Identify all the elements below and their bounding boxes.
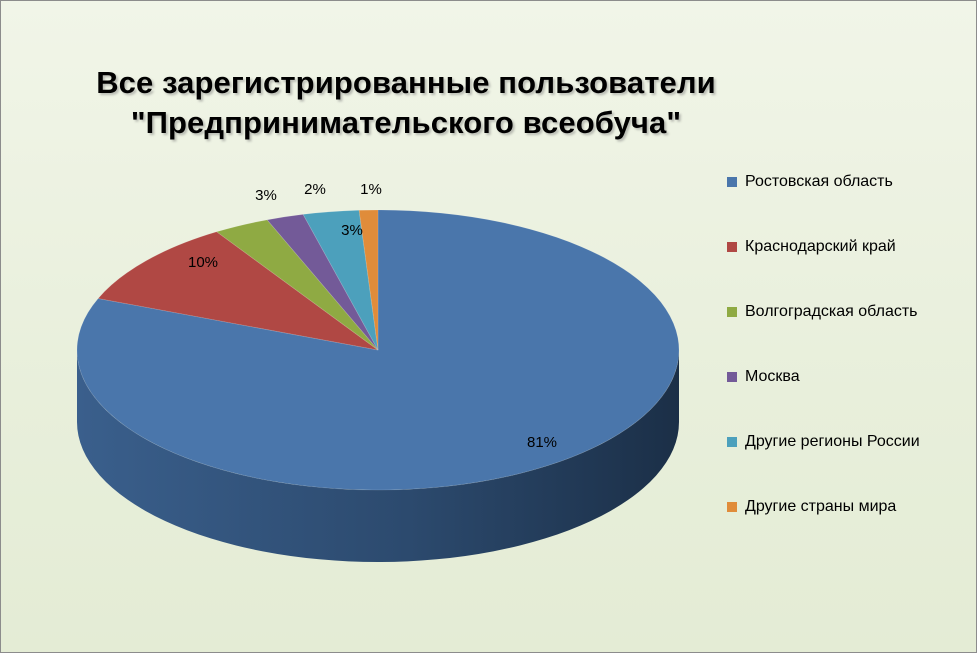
pie-slice xyxy=(302,209,379,351)
legend-label: Москва xyxy=(745,368,800,385)
legend-item: Москва xyxy=(727,368,972,433)
pie-data-label: 1% xyxy=(360,181,382,198)
legend-swatch xyxy=(727,177,737,187)
legend-swatch xyxy=(727,502,737,512)
pie-data-label: 10% xyxy=(188,254,218,271)
legend-swatch xyxy=(727,372,737,382)
pie-slice xyxy=(358,209,379,351)
pie-data-label: 3% xyxy=(255,187,277,204)
pie-sides xyxy=(77,350,679,562)
legend-item: Другие страны мира xyxy=(727,498,972,563)
pie-slice xyxy=(76,209,680,491)
pie-data-labels: 81% 10% 3% 2% 3% 1% xyxy=(188,181,557,451)
legend-item: Волгоградская область xyxy=(727,303,972,368)
chart-title-line-2: "Предпринимательского всеобуча" xyxy=(130,105,682,140)
pie-side-wall xyxy=(77,350,679,562)
pie-slice xyxy=(215,219,379,351)
legend-label: Ростовская область xyxy=(745,173,893,190)
legend-item: Другие регионы России xyxy=(727,433,972,498)
legend-item: Ростовская область xyxy=(727,173,972,238)
chart-title-line-1: Все зарегистрированные пользователи xyxy=(96,65,716,100)
legend-label: Другие страны мира xyxy=(745,498,897,515)
chart-title: Все зарегистрированные пользователи "Пре… xyxy=(81,63,731,143)
pie-slice xyxy=(97,231,379,351)
pie-data-label: 3% xyxy=(341,222,363,239)
legend-item: Краснодарский край xyxy=(727,238,972,303)
legend-label: Волгоградская область xyxy=(745,303,918,320)
pie-data-label: 2% xyxy=(304,181,326,198)
pie-slice xyxy=(266,213,379,351)
legend-swatch xyxy=(727,242,737,252)
legend-label: Другие регионы России xyxy=(745,433,920,450)
legend-label: Краснодарский край xyxy=(745,238,896,255)
legend-swatch xyxy=(727,437,737,447)
pie-data-label: 81% xyxy=(527,434,557,451)
legend-swatch xyxy=(727,307,737,317)
pie-slices xyxy=(76,209,680,491)
legend: Ростовская область Краснодарский край Во… xyxy=(727,173,972,563)
